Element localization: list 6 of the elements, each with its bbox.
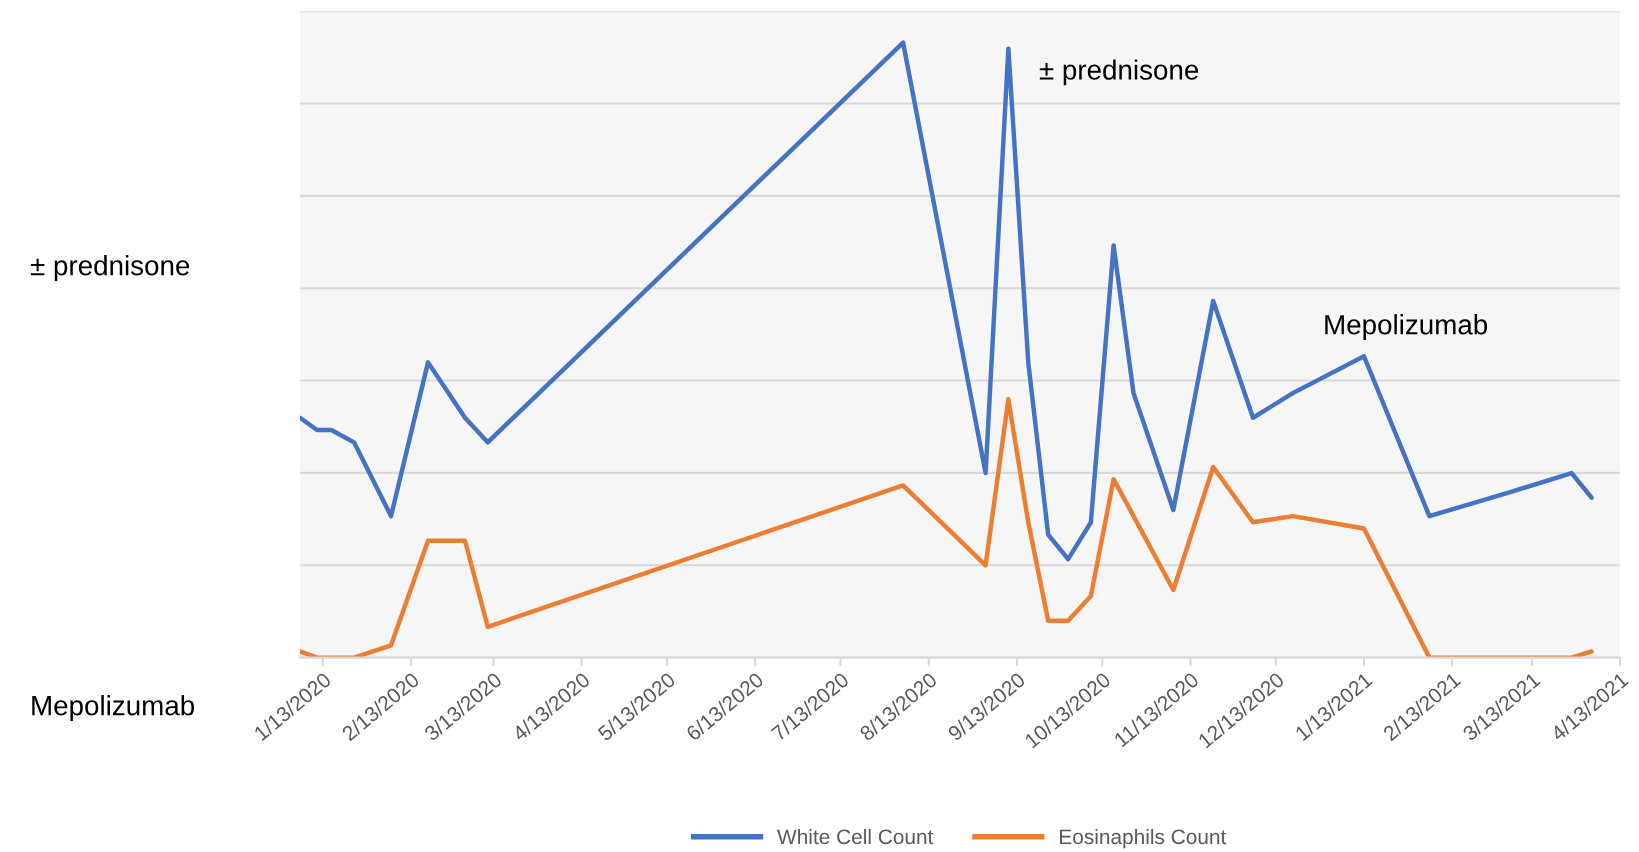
annotation: Mepolizumab [1325,314,1488,341]
annotation: ± prednisone [1039,59,1199,86]
legend-label: Eosinaphils Count [1060,828,1227,849]
text: ± prednisone [30,255,190,281]
text: Mepolizumab [32,695,195,721]
legend-label: White Cell Count [777,828,934,845]
